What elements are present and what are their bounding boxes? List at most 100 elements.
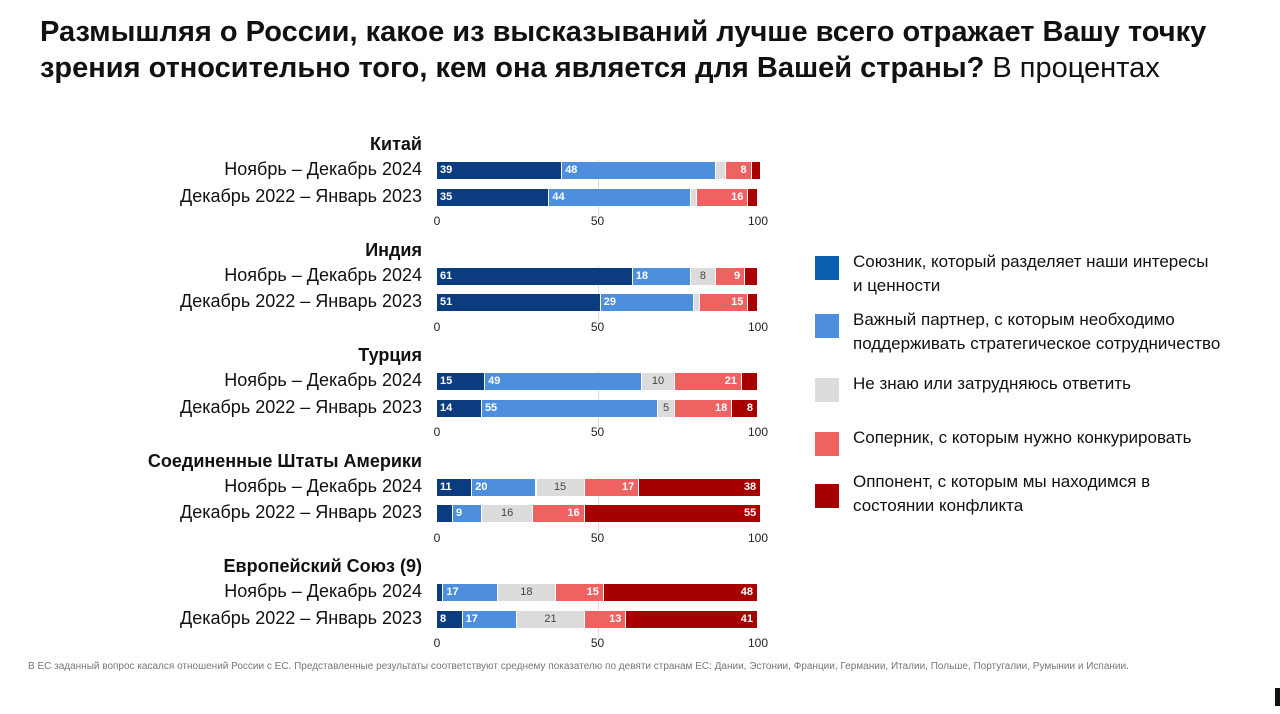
bar-segment: 44 <box>549 188 691 206</box>
bar-segment: 15 <box>536 478 585 496</box>
bar-segment: 11 <box>437 478 473 496</box>
row-label: Декабрь 2022 – Январь 2023 <box>180 396 422 417</box>
corner-mark <box>1275 688 1280 706</box>
group-title: Европейский Союз (9) <box>223 556 422 576</box>
group-title: Соединенные Штаты Америки <box>147 450 422 471</box>
x-tick-label: 100 <box>747 319 769 334</box>
row-label: Ноябрь – Декабрь 2024 <box>224 581 422 601</box>
x-tick-label: 100 <box>747 214 769 228</box>
bar-segment: 55 <box>584 505 762 522</box>
bar-segment: 48 <box>562 162 717 179</box>
bar-segment: 17 <box>443 584 498 601</box>
legend-swatch <box>815 314 839 338</box>
bar-segment: 9 <box>453 505 482 522</box>
bar-segment <box>745 267 758 285</box>
bar-segment: 61 <box>437 267 633 285</box>
bar-segment: 5 <box>658 399 675 417</box>
bar-segment: 39 <box>437 162 563 179</box>
bar-segment: 8 <box>725 162 752 179</box>
bar-segment <box>693 294 701 311</box>
bar-segment: 41 <box>626 610 758 628</box>
legend-label: Соперник, с которым нужно конкурировать <box>853 428 1192 447</box>
bar-segment <box>751 162 762 179</box>
x-tick-label: 50 <box>590 214 605 228</box>
bar-segment <box>690 188 697 206</box>
row-label: Декабрь 2022 – Январь 2023 <box>180 291 422 311</box>
bar-segment: 55 <box>481 399 659 417</box>
bar-segment: 14 <box>437 399 482 417</box>
bar-segment: 16 <box>697 188 749 206</box>
chart-title: Размышляя о России, какое из высказывани… <box>40 14 1240 86</box>
legend-swatch <box>815 484 839 508</box>
bar-segment: 13 <box>584 610 627 628</box>
bar-segment: 29 <box>600 294 694 311</box>
x-tick-label: 100 <box>747 530 769 545</box>
x-tick-label: 0 <box>433 425 441 439</box>
bar-segment <box>741 373 758 390</box>
x-tick-label: 50 <box>590 425 605 439</box>
gridline-50 <box>597 476 599 533</box>
bar-segment <box>716 162 726 179</box>
bar-segment: 49 <box>485 373 643 390</box>
row-label: Декабрь 2022 – Январь 2023 <box>180 502 422 522</box>
bar-segment: 8 <box>732 399 758 417</box>
bar-segment: 18 <box>632 267 691 285</box>
bar-segment: 21 <box>517 610 585 628</box>
bar-segment: 21 <box>674 373 742 390</box>
bar-segment <box>748 294 758 311</box>
bar-segment: 15 <box>700 294 749 311</box>
title-question: Размышляя о России, какое из высказывани… <box>40 16 1207 84</box>
x-tick-label: 100 <box>747 636 769 650</box>
bar-segment: 18 <box>674 399 733 417</box>
bar-segment: 16 <box>481 505 534 522</box>
footnote: В ЕС заданный вопрос касался отношений Р… <box>28 661 1129 672</box>
bar-segment <box>437 584 444 601</box>
bar-segment: 10 <box>642 373 675 390</box>
bar-segment <box>437 505 454 522</box>
gridline-50 <box>597 160 599 216</box>
row-label: Декабрь 2022 – Январь 2023 <box>180 185 422 206</box>
legend-swatch <box>815 432 839 456</box>
x-tick-label: 0 <box>433 636 441 650</box>
gridline-50 <box>597 371 599 427</box>
row-label: Ноябрь – Декабрь 2024 <box>224 475 422 496</box>
bar-segment: 16 <box>533 505 585 522</box>
group-title: Китай <box>370 134 422 154</box>
bar-segment: 9 <box>716 267 746 285</box>
bar-segment: 8 <box>690 267 717 285</box>
bar-segment: 35 <box>437 188 550 206</box>
bar-segment: 17 <box>584 478 640 496</box>
x-tick-label: 50 <box>590 530 605 545</box>
bar-segment: 15 <box>555 584 604 601</box>
bar-segment: 17 <box>462 610 518 628</box>
gridline-50 <box>597 582 599 638</box>
bar-segment: 15 <box>437 373 486 390</box>
bar-segment <box>748 188 758 206</box>
row-label: Ноябрь – Декабрь 2024 <box>224 159 422 179</box>
x-tick-label: 0 <box>433 214 441 228</box>
bar-segment: 48 <box>603 584 758 601</box>
row-label: Ноябрь – Декабрь 2024 <box>224 264 422 285</box>
legend-label: Оппонент, с которым мы находимся в состо… <box>853 472 1151 515</box>
x-tick-label: 50 <box>590 636 605 650</box>
legend-swatch <box>815 378 839 402</box>
group-title: Турция <box>358 345 422 365</box>
legend-swatch <box>815 256 839 280</box>
bar-segment: 18 <box>497 584 556 601</box>
legend-label: Не знаю или затрудняюсь ответить <box>853 374 1131 393</box>
gridline-50 <box>597 265 599 322</box>
x-tick-label: 0 <box>433 530 441 545</box>
row-label: Декабрь 2022 – Январь 2023 <box>180 607 422 628</box>
title-unit: В процентах <box>984 52 1160 84</box>
x-tick-label: 0 <box>433 319 441 334</box>
x-tick-label: 100 <box>747 425 769 439</box>
row-label: Ноябрь – Декабрь 2024 <box>224 370 422 390</box>
bar-segment: 38 <box>639 478 762 496</box>
legend-label: Важный партнер, с которым необходимо под… <box>853 310 1221 353</box>
bar-segment: 20 <box>472 478 537 496</box>
bar-segment: 51 <box>437 294 601 311</box>
group-title: Индия <box>365 239 422 260</box>
bar-segment: 8 <box>437 610 463 628</box>
legend-label: Союзник, который разделяет наши интересы… <box>853 252 1209 295</box>
x-tick-label: 50 <box>590 319 605 334</box>
